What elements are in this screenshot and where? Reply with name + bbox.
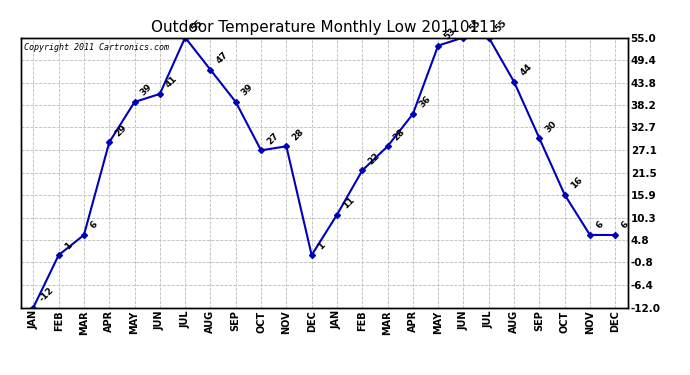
Text: 55: 55: [189, 18, 204, 33]
Text: 39: 39: [240, 82, 255, 98]
Text: 6: 6: [620, 220, 630, 231]
Text: 28: 28: [392, 127, 407, 142]
Text: 41: 41: [164, 75, 179, 90]
Text: 30: 30: [544, 119, 559, 134]
Text: 53: 53: [442, 26, 457, 41]
Text: 1: 1: [316, 240, 326, 251]
Text: 28: 28: [290, 127, 306, 142]
Text: 22: 22: [366, 151, 382, 166]
Text: 6: 6: [594, 220, 605, 231]
Text: 55: 55: [468, 18, 483, 33]
Text: 36: 36: [417, 95, 432, 110]
Text: Copyright 2011 Cartronics.com: Copyright 2011 Cartronics.com: [23, 43, 169, 52]
Text: -12: -12: [37, 285, 55, 303]
Text: 1: 1: [63, 240, 74, 251]
Text: 27: 27: [265, 131, 281, 146]
Text: 55: 55: [493, 18, 508, 33]
Text: 39: 39: [139, 82, 154, 98]
Text: 47: 47: [215, 50, 230, 66]
Title: Outdoor Temperature Monthly Low 20110111: Outdoor Temperature Monthly Low 20110111: [150, 20, 498, 35]
Text: 16: 16: [569, 175, 584, 190]
Text: 11: 11: [341, 195, 356, 211]
Text: 6: 6: [88, 220, 99, 231]
Text: 44: 44: [518, 62, 533, 78]
Text: 29: 29: [113, 123, 129, 138]
